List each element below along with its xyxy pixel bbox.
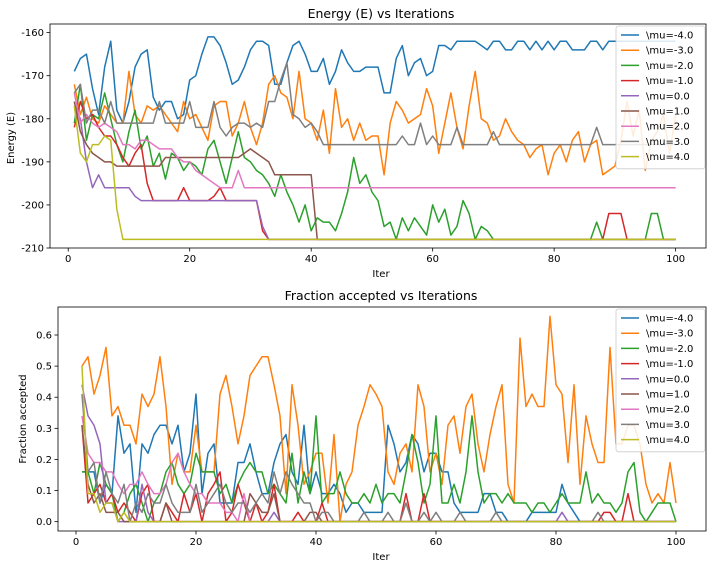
energy-xtick-label-4: 80 xyxy=(548,254,561,265)
energy-ytick-label-3: -180 xyxy=(21,114,44,125)
energy-chart-ylabel: Energy (E) xyxy=(6,112,17,164)
energy-xtick-label-0: 0 xyxy=(65,254,71,265)
energy-chart-title: Energy (E) vs Iterations xyxy=(308,6,455,21)
energy-xtick-label-3: 60 xyxy=(426,254,439,265)
fraction-xtick-label-1: 20 xyxy=(190,537,203,548)
fraction-legend-label-8: \mu=4.0 xyxy=(646,435,690,446)
fraction-series-line-2 xyxy=(82,415,677,523)
fraction-legend-label-4: \mu=0.0 xyxy=(646,374,690,385)
energy-ytick-label-4: -170 xyxy=(21,71,44,82)
fraction-ytick-label-6: 0.6 xyxy=(36,331,52,342)
fraction-legend: \mu=-4.0 \mu=-3.0 \mu=-2.0 \mu=-1.0 \mu=0.0 \… xyxy=(615,308,706,453)
fraction-chart-plot-area: 0 20 40 60 80 100 0.0 0.1 0.2 0.3 0.4 0.5 0.6 \mu=-4.… xyxy=(36,306,707,548)
energy-ytick-label-0: -210 xyxy=(21,244,44,255)
fraction-legend-label-7: \mu=3.0 xyxy=(646,420,690,431)
energy-ytick-label-5: -160 xyxy=(21,28,44,39)
energy-series-line-1 xyxy=(73,70,677,176)
fraction-series-line-8 xyxy=(81,366,676,523)
energy-chart-xlabel: Iter xyxy=(372,269,390,280)
fraction-ytick-label-3: 0.3 xyxy=(36,424,52,435)
energy-legend-label-1: \mu=-3.0 xyxy=(646,46,693,57)
fraction-legend-label-1: \mu=-3.0 xyxy=(646,329,693,340)
fraction-ytick-label-1: 0.1 xyxy=(36,486,52,497)
energy-legend-label-3: \mu=-1.0 xyxy=(646,76,693,87)
energy-ytick-label-2: -190 xyxy=(21,157,44,168)
fraction-chart-title: Fraction accepted vs Iterations xyxy=(285,288,478,303)
fraction-legend-label-3: \mu=-1.0 xyxy=(646,359,693,370)
energy-series-line-8 xyxy=(73,105,676,241)
energy-series-line-6 xyxy=(73,92,676,189)
fraction-legend-label-6: \mu=2.0 xyxy=(646,405,690,416)
fraction-legend-label-2: \mu=-2.0 xyxy=(646,344,693,355)
energy-legend-label-4: \mu=0.0 xyxy=(646,91,690,102)
fraction-xtick-label-4: 80 xyxy=(550,537,563,548)
fraction-ytick-label-4: 0.4 xyxy=(36,393,52,404)
fraction-chart-ylabel: Fraction accepted xyxy=(18,374,29,463)
fraction-xtick-label-0: 0 xyxy=(73,537,79,548)
energy-legend-label-5: \mu=1.0 xyxy=(646,107,690,118)
fraction-xtick-label-2: 40 xyxy=(310,537,323,548)
energy-chart-plot-area: 0 20 40 60 80 100 -210 -200 -190 -180 -170 -160 \mu=… xyxy=(21,23,707,265)
fraction-xtick-label-5: 100 xyxy=(666,537,685,548)
fraction-series-group xyxy=(81,315,677,523)
fraction-legend-label-0: \mu=-4.0 xyxy=(646,314,693,325)
energy-legend-box xyxy=(615,25,706,170)
energy-legend-label-8: \mu=4.0 xyxy=(646,152,690,163)
energy-xtick-label-2: 40 xyxy=(305,254,318,265)
fraction-chart: Fraction accepted vs Iterations Iter Fra… xyxy=(18,288,707,563)
energy-chart: Energy (E) vs Iterations Iter Energy (E)… xyxy=(6,6,707,280)
fraction-legend-box xyxy=(615,308,706,453)
energy-legend: \mu=-4.0 \mu=-3.0 \mu=-2.0 \mu=-1.0 \mu=0.0 \… xyxy=(615,25,706,170)
energy-axes-frame xyxy=(49,23,707,249)
energy-xtick-label-5: 100 xyxy=(666,254,685,265)
fraction-chart-xlabel: Iter xyxy=(372,552,390,563)
fraction-ytick-label-5: 0.5 xyxy=(36,362,52,373)
energy-legend-label-6: \mu=2.0 xyxy=(646,122,690,133)
energy-legend-label-2: \mu=-2.0 xyxy=(646,61,693,72)
energy-series-group xyxy=(73,36,677,241)
energy-series-line-7 xyxy=(73,62,676,146)
energy-xtick-label-1: 20 xyxy=(183,254,196,265)
fraction-legend-label-5: \mu=1.0 xyxy=(646,390,690,401)
fraction-series-line-0 xyxy=(82,393,676,523)
fraction-ytick-label-2: 0.2 xyxy=(36,455,52,466)
energy-ytick-label-1: -200 xyxy=(21,200,44,211)
energy-legend-label-0: \mu=-4.0 xyxy=(646,31,693,42)
energy-legend-label-7: \mu=3.0 xyxy=(646,137,690,148)
fraction-axes-frame xyxy=(57,306,707,532)
fraction-xtick-label-3: 60 xyxy=(430,537,443,548)
energy-series-line-0 xyxy=(73,36,676,124)
fraction-ytick-label-0: 0.0 xyxy=(36,517,52,528)
